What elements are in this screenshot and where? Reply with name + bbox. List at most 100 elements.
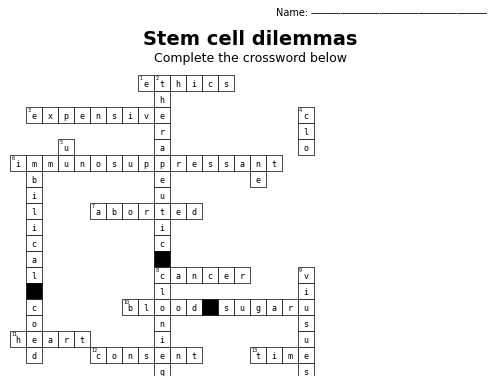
Bar: [154, 235, 170, 251]
Text: h: h: [175, 80, 180, 89]
Text: u: u: [304, 337, 309, 346]
Text: r: r: [175, 161, 180, 170]
Bar: [90, 347, 106, 363]
Text: s: s: [143, 352, 148, 361]
Text: e: e: [32, 112, 37, 121]
Text: 13: 13: [251, 349, 258, 353]
Bar: [90, 107, 106, 123]
Text: Stem cell dilemmas: Stem cell dilemmas: [143, 30, 358, 49]
Bar: [266, 347, 282, 363]
Text: p: p: [159, 161, 164, 170]
Bar: [90, 155, 106, 171]
Bar: [122, 203, 138, 219]
Text: s: s: [304, 368, 309, 376]
Bar: [26, 219, 42, 235]
Bar: [26, 171, 42, 187]
Bar: [26, 331, 42, 347]
Text: a: a: [175, 273, 180, 281]
Bar: [218, 75, 234, 91]
Text: a: a: [272, 305, 277, 314]
Bar: [234, 267, 250, 283]
Bar: [154, 75, 170, 91]
Text: n: n: [127, 352, 132, 361]
Text: 4: 4: [299, 109, 302, 114]
Bar: [170, 75, 186, 91]
Text: v: v: [143, 112, 148, 121]
Bar: [202, 299, 218, 315]
Text: r: r: [288, 305, 293, 314]
Bar: [26, 155, 42, 171]
Bar: [186, 155, 202, 171]
Text: o: o: [112, 352, 117, 361]
Text: g: g: [159, 368, 164, 376]
Text: 6: 6: [11, 156, 15, 162]
Text: 8: 8: [155, 268, 158, 273]
Bar: [154, 203, 170, 219]
Text: 7: 7: [91, 205, 94, 209]
Text: u: u: [159, 193, 164, 202]
Text: x: x: [48, 112, 53, 121]
Text: t: t: [159, 80, 164, 89]
Text: i: i: [272, 352, 277, 361]
Text: e: e: [191, 161, 196, 170]
Bar: [106, 107, 122, 123]
Text: 1: 1: [139, 76, 142, 82]
Bar: [170, 267, 186, 283]
Bar: [154, 299, 170, 315]
Text: e: e: [175, 208, 180, 217]
Bar: [122, 347, 138, 363]
Bar: [58, 107, 74, 123]
Text: o: o: [304, 144, 309, 153]
Text: t: t: [191, 352, 196, 361]
Text: Complete the crossword below: Complete the crossword below: [154, 52, 347, 65]
Bar: [234, 299, 250, 315]
Bar: [106, 203, 122, 219]
Bar: [26, 235, 42, 251]
Bar: [250, 171, 266, 187]
Text: u: u: [304, 305, 309, 314]
Text: d: d: [191, 208, 196, 217]
Bar: [58, 155, 74, 171]
Text: s: s: [223, 305, 228, 314]
Bar: [298, 107, 314, 123]
Text: g: g: [256, 305, 261, 314]
Bar: [298, 363, 314, 376]
Bar: [26, 107, 42, 123]
Bar: [10, 331, 26, 347]
Text: e: e: [223, 273, 228, 281]
Bar: [298, 283, 314, 299]
Bar: [26, 251, 42, 267]
Bar: [58, 139, 74, 155]
Text: m: m: [288, 352, 293, 361]
Text: a: a: [159, 144, 164, 153]
Text: e: e: [80, 112, 85, 121]
Bar: [74, 107, 90, 123]
Bar: [122, 299, 138, 315]
Text: h: h: [159, 96, 164, 105]
Text: b: b: [32, 176, 37, 185]
Bar: [170, 203, 186, 219]
Text: s: s: [112, 161, 117, 170]
Bar: [154, 139, 170, 155]
Bar: [170, 299, 186, 315]
Bar: [42, 155, 58, 171]
Text: o: o: [159, 305, 164, 314]
Text: o: o: [175, 305, 180, 314]
Bar: [90, 203, 106, 219]
Bar: [170, 347, 186, 363]
Bar: [106, 347, 122, 363]
Text: b: b: [127, 305, 132, 314]
Bar: [154, 123, 170, 139]
Text: 3: 3: [27, 109, 31, 114]
Bar: [154, 155, 170, 171]
Bar: [26, 267, 42, 283]
Bar: [298, 267, 314, 283]
Text: r: r: [159, 129, 164, 137]
Text: c: c: [207, 273, 212, 281]
Bar: [202, 75, 218, 91]
Bar: [250, 347, 266, 363]
Text: i: i: [159, 337, 164, 346]
Bar: [186, 203, 202, 219]
Bar: [154, 315, 170, 331]
Text: o: o: [96, 161, 101, 170]
